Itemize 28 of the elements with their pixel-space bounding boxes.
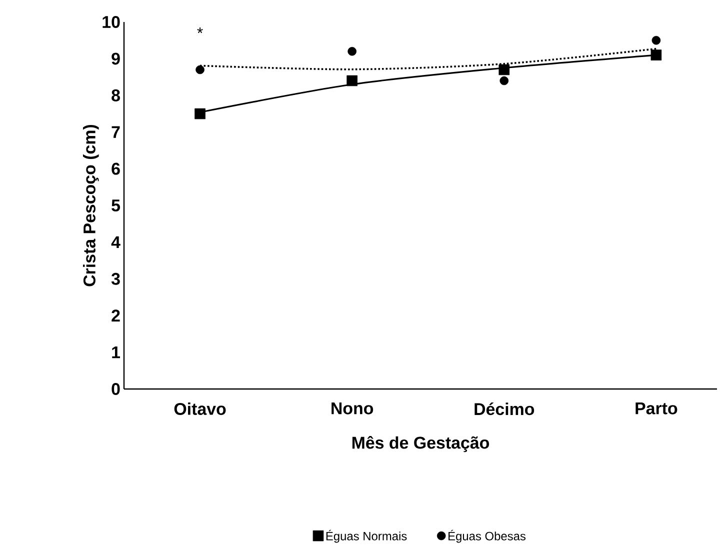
y-tick-label: 9 — [112, 52, 120, 65]
x-axis-title: Mês de Gestação — [352, 436, 490, 452]
annotation: * — [197, 28, 203, 34]
y-tick-label: 8 — [112, 89, 120, 102]
y-tick-label: 5 — [112, 200, 120, 212]
legend-label: Éguas Normais — [326, 530, 407, 543]
y-tick-label: 10 — [102, 16, 120, 28]
point — [194, 108, 206, 120]
y-tick-label: 1 — [112, 346, 120, 358]
y-tick-label: 4 — [111, 236, 120, 248]
point — [196, 65, 204, 74]
point — [346, 75, 358, 86]
point — [650, 50, 662, 60]
x-tick-label: Décimo — [474, 402, 534, 416]
legend-label: Éguas Obesas — [448, 530, 526, 543]
point — [500, 76, 509, 86]
y-axis-title: Crista Pescoço (cm) — [83, 124, 99, 286]
x-tick-label: Parto — [636, 402, 678, 414]
point — [498, 64, 510, 76]
y-tick-label: 2 — [112, 310, 120, 322]
y-tick-label: 3 — [111, 272, 120, 285]
y-tick-label: 6 — [112, 162, 120, 175]
point — [652, 36, 661, 45]
point — [348, 46, 356, 56]
y-tick-label: 0 — [112, 383, 120, 395]
x-tick-label: Oitavo — [174, 402, 226, 415]
y-tick-label: 7 — [112, 126, 120, 138]
x-tick-label: Nono — [332, 402, 374, 414]
